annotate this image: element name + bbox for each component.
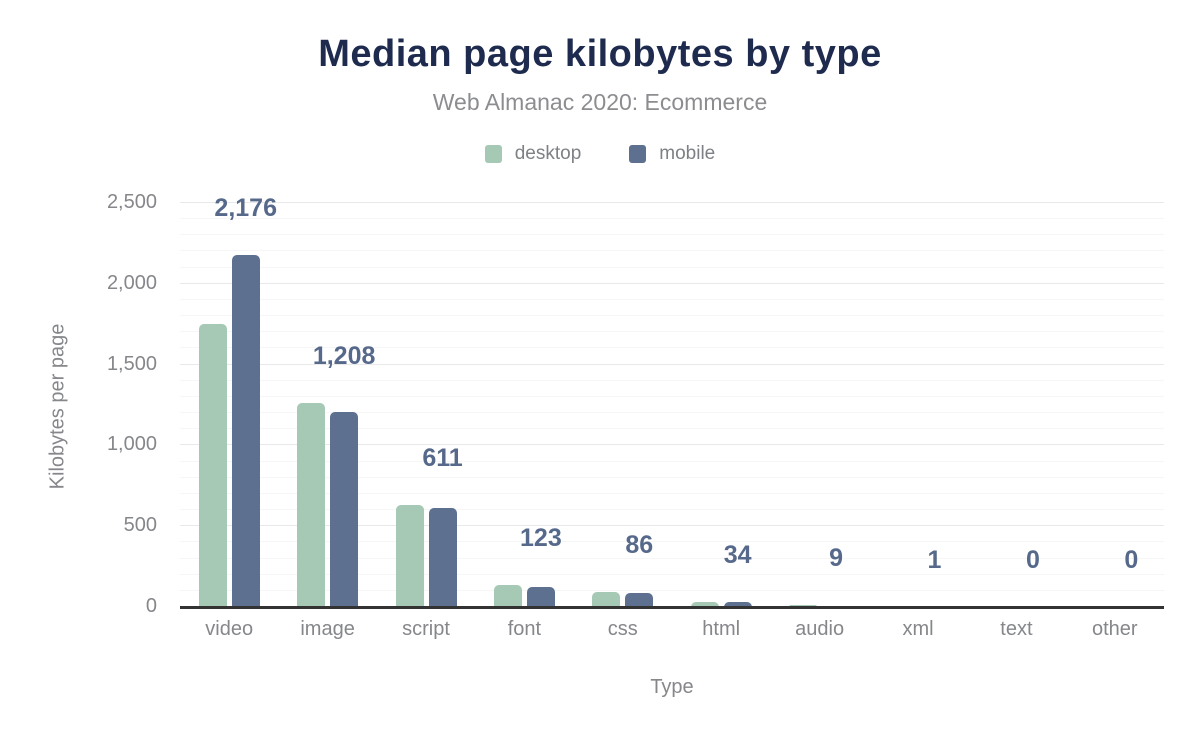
value-label-css: 86 bbox=[625, 530, 654, 559]
y-tick-label: 1,000 bbox=[106, 433, 157, 456]
y-tick-label: 500 bbox=[123, 514, 157, 537]
minor-gridline bbox=[180, 492, 1164, 494]
minor-gridline bbox=[180, 331, 1164, 333]
bar-mobile-script bbox=[428, 508, 457, 607]
bar-desktop-html bbox=[690, 602, 719, 607]
value-label-text: 0 bbox=[1025, 546, 1040, 574]
x-axis-title: Type bbox=[650, 676, 694, 698]
minor-gridline bbox=[180, 573, 1164, 575]
mobile-swatch-icon bbox=[629, 145, 647, 163]
x-tick-label-css: css bbox=[607, 618, 638, 640]
bar-desktop-script bbox=[395, 505, 424, 607]
bar-mobile-image bbox=[330, 411, 359, 607]
legend-item-desktop: desktop bbox=[484, 143, 582, 165]
chart-subtitle: Web Almanac 2020: Ecommerce bbox=[432, 89, 768, 115]
x-axis-line bbox=[180, 606, 1164, 609]
value-label-font: 123 bbox=[520, 523, 562, 552]
bar-mobile-font bbox=[526, 587, 555, 607]
y-tick-label: 1,500 bbox=[106, 352, 157, 375]
value-label-xml: 1 bbox=[927, 545, 942, 574]
major-gridline bbox=[180, 363, 1164, 365]
bar-desktop-font bbox=[493, 584, 522, 607]
y-tick-label: 2,000 bbox=[106, 271, 157, 294]
y-axis-title: Kilobytes per page bbox=[46, 323, 69, 490]
legend-label-mobile: mobile bbox=[659, 143, 716, 164]
bar-mobile-video bbox=[231, 255, 260, 607]
value-label-video: 2,176 bbox=[214, 194, 277, 223]
value-label-script: 611 bbox=[422, 444, 463, 473]
legend-item-mobile: mobile bbox=[629, 143, 715, 165]
minor-gridline bbox=[180, 509, 1164, 511]
chart-title: Median page kilobytes by type bbox=[318, 33, 882, 75]
minor-gridline bbox=[180, 266, 1164, 268]
minor-gridline bbox=[180, 315, 1164, 317]
x-tick-label-script: script bbox=[402, 618, 450, 640]
minor-gridline bbox=[180, 298, 1164, 300]
major-gridline bbox=[180, 202, 1164, 203]
legend-label-desktop: desktop bbox=[514, 143, 582, 164]
minor-gridline bbox=[180, 234, 1164, 236]
minor-gridline bbox=[180, 395, 1164, 397]
minor-gridline bbox=[180, 589, 1164, 591]
bar-mobile-html bbox=[723, 601, 752, 607]
x-tick-label-video: video bbox=[205, 618, 254, 640]
minor-gridline bbox=[180, 347, 1164, 349]
x-tick-label-audio: audio bbox=[795, 618, 845, 640]
x-tick-label-text: text bbox=[1000, 618, 1033, 640]
minor-gridline bbox=[180, 218, 1164, 220]
bar-desktop-audio bbox=[789, 604, 818, 607]
minor-gridline bbox=[180, 460, 1164, 462]
desktop-swatch-icon bbox=[484, 145, 502, 163]
minor-gridline bbox=[180, 428, 1164, 430]
major-gridline bbox=[180, 444, 1164, 446]
value-label-other: 0 bbox=[1124, 546, 1139, 574]
minor-gridline bbox=[180, 250, 1164, 252]
bar-desktop-css bbox=[592, 591, 621, 607]
y-tick-label: 0 bbox=[145, 595, 157, 617]
y-tick-label: 2,500 bbox=[106, 191, 157, 213]
value-label-html: 34 bbox=[723, 540, 752, 569]
major-gridline bbox=[180, 525, 1164, 527]
minor-gridline bbox=[180, 412, 1164, 414]
x-tick-label-html: html bbox=[702, 618, 741, 640]
bar-desktop-video bbox=[198, 324, 227, 607]
minor-gridline bbox=[180, 557, 1164, 559]
value-label-audio: 9 bbox=[829, 543, 844, 572]
bar-desktop-image bbox=[297, 403, 326, 607]
major-gridline bbox=[180, 282, 1164, 284]
minor-gridline bbox=[180, 476, 1164, 478]
x-tick-label-xml: xml bbox=[902, 618, 934, 640]
x-tick-label-other: other bbox=[1092, 618, 1138, 640]
legend: desktop mobile bbox=[0, 143, 1200, 165]
x-tick-label-image: image bbox=[300, 618, 355, 640]
x-tick-label-font: font bbox=[507, 618, 542, 640]
plot-area: 2,176 1,208 611 123 86 34 9 1 0 0 bbox=[180, 194, 1164, 609]
minor-gridline bbox=[180, 379, 1164, 381]
minor-gridline bbox=[180, 541, 1164, 543]
bar-mobile-css bbox=[625, 593, 654, 607]
value-label-image: 1,208 bbox=[312, 342, 376, 371]
